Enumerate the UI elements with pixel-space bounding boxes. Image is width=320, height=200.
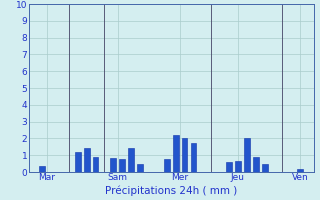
Bar (253, 157, 259, 172)
Bar (182, 138, 188, 172)
Bar (190, 143, 196, 172)
Bar (110, 158, 116, 172)
Bar (244, 138, 250, 172)
Bar (173, 135, 179, 172)
Bar (137, 164, 143, 172)
Bar (226, 162, 232, 172)
Bar (84, 148, 90, 172)
Bar (128, 148, 134, 172)
Bar (119, 159, 125, 172)
Bar (93, 157, 99, 172)
Bar (164, 159, 170, 172)
Bar (39, 166, 45, 172)
Bar (297, 169, 303, 172)
X-axis label: Précipitations 24h ( mm ): Précipitations 24h ( mm ) (105, 185, 237, 196)
Bar (235, 161, 241, 172)
Bar (75, 152, 81, 172)
Bar (262, 164, 268, 172)
